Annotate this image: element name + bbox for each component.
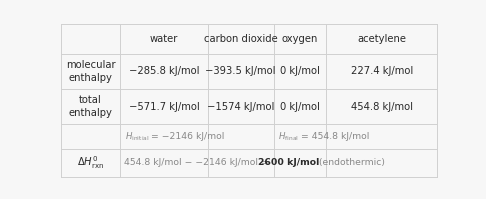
Text: $\Delta H^0_\mathrm{rxn}$: $\Delta H^0_\mathrm{rxn}$: [77, 155, 104, 171]
Text: water: water: [150, 34, 178, 44]
Text: acetylene: acetylene: [357, 34, 406, 44]
Text: 454.8 kJ/mol − −2146 kJ/mol =: 454.8 kJ/mol − −2146 kJ/mol =: [124, 158, 272, 167]
Text: $H_\mathrm{final}$: $H_\mathrm{final}$: [278, 130, 299, 143]
Text: carbon dioxide: carbon dioxide: [204, 34, 278, 44]
Text: $H_\mathrm{initial}$: $H_\mathrm{initial}$: [125, 130, 149, 143]
Text: (endothermic): (endothermic): [316, 158, 385, 167]
Text: molecular
enthalpy: molecular enthalpy: [66, 60, 115, 83]
Text: 0 kJ/mol: 0 kJ/mol: [280, 102, 320, 112]
Text: −571.7 kJ/mol: −571.7 kJ/mol: [129, 102, 199, 112]
Text: = −2146 kJ/mol: = −2146 kJ/mol: [151, 132, 225, 141]
Text: = 454.8 kJ/mol: = 454.8 kJ/mol: [301, 132, 369, 141]
Text: −285.8 kJ/mol: −285.8 kJ/mol: [129, 66, 199, 76]
Text: 454.8 kJ/mol: 454.8 kJ/mol: [351, 102, 413, 112]
Text: 0 kJ/mol: 0 kJ/mol: [280, 66, 320, 76]
Text: total
enthalpy: total enthalpy: [69, 96, 112, 118]
Text: 2600 kJ/mol: 2600 kJ/mol: [258, 158, 319, 167]
Text: 227.4 kJ/mol: 227.4 kJ/mol: [351, 66, 413, 76]
Text: −1574 kJ/mol: −1574 kJ/mol: [207, 102, 274, 112]
Text: oxygen: oxygen: [282, 34, 318, 44]
Text: −393.5 kJ/mol: −393.5 kJ/mol: [206, 66, 276, 76]
